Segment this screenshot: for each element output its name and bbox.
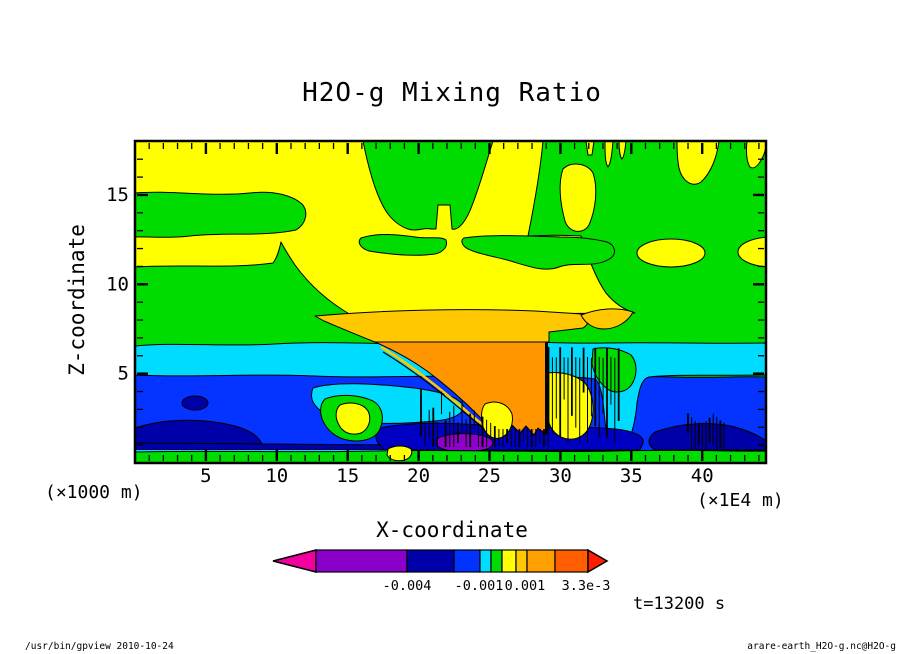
axis-ticks	[137, 143, 764, 461]
contour-region-yellow-finger2	[604, 141, 614, 168]
colorbar	[272, 548, 609, 574]
svg-text:15: 15	[336, 465, 359, 487]
contour-region-yellow-blob-inner	[335, 402, 371, 435]
contour-region-yellow-topright	[676, 141, 720, 185]
colorbar-labels: -0.004 -0.001 0.001 3.3e-3	[383, 578, 611, 594]
contour-region-yellow-oval1	[636, 238, 706, 268]
svg-text:5: 5	[200, 465, 211, 487]
svg-text:5: 5	[118, 363, 129, 385]
contour-region-green-band-left	[135, 191, 307, 238]
contour-region-yellow-noise-base2	[480, 401, 513, 439]
svg-text:10: 10	[265, 465, 288, 487]
contour-field	[135, 141, 766, 463]
footer-command: /usr/bin/gpview 2010-10-24	[25, 641, 174, 652]
contour-region-surface-yellow-spot	[386, 445, 413, 462]
svg-text:40: 40	[691, 465, 714, 487]
contour-region-yellow-upper	[135, 141, 636, 316]
contour-region-purple-min	[435, 433, 494, 453]
contour-region-gold-ext	[580, 308, 634, 330]
contour-region-yellow-finger1	[585, 141, 595, 156]
z-axis-label: Z-coordinate	[65, 224, 89, 376]
contour-region-green-band-mid-east	[461, 235, 615, 270]
svg-text:35: 35	[620, 465, 643, 487]
contour-region-surface-green	[135, 449, 766, 463]
contour-noise-downdraft	[547, 347, 620, 443]
z-axis-unit: (×1000 m)	[45, 482, 143, 503]
svg-text:30: 30	[549, 465, 572, 487]
svg-text:3.3e-3: 3.3e-3	[562, 578, 611, 594]
plot-frame	[133, 139, 768, 465]
contour-region-navy-right	[648, 423, 766, 451]
contour-region-yellow-noise-base1	[547, 372, 594, 440]
svg-text:15: 15	[106, 184, 129, 206]
x-axis-unit: (×1E4 m)	[697, 490, 784, 511]
contour-noise-subplume	[420, 389, 549, 447]
svg-text:0.001: 0.001	[505, 578, 546, 594]
svg-text:25: 25	[478, 465, 501, 487]
x-tick-labels: 5 10 15 20 25 30 35 40	[200, 465, 713, 487]
x-axis-label: X-coordinate	[376, 518, 528, 542]
svg-text:-0.004: -0.004	[383, 578, 432, 594]
contour-region-yellow-oval2	[737, 236, 766, 268]
svg-text:-0.001: -0.001	[455, 578, 504, 594]
contour-region-navy-dot	[181, 395, 209, 411]
plume-right-edge	[545, 342, 548, 434]
plot-title: H2O-g Mixing Ratio	[302, 78, 602, 108]
svg-text:20: 20	[407, 465, 430, 487]
svg-text:10: 10	[106, 273, 129, 295]
contour-region-yellow-blob-right	[559, 163, 597, 232]
contour-region-yellow-finger3	[618, 141, 627, 160]
time-annotation: t=13200 s	[633, 594, 725, 614]
contour-region-green-band-mid-west	[358, 234, 447, 256]
z-tick-labels: 5 10 15	[106, 184, 129, 385]
footer-filename: arare-earth_H2O-g.nc@H2O-g	[747, 641, 896, 652]
contour-noise-right	[687, 413, 725, 449]
